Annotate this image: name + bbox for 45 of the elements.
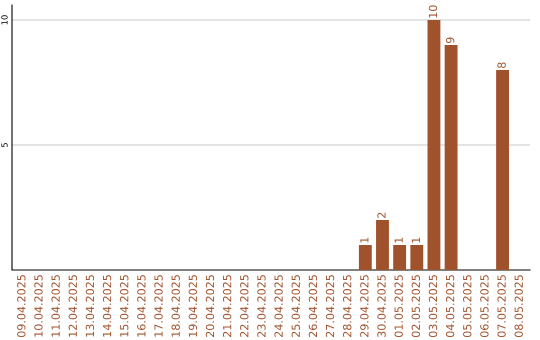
x-tick-label: 06.05.2025 — [480, 275, 489, 338]
x-tick-label: 20.04.2025 — [206, 275, 214, 337]
bar — [444, 45, 458, 270]
data-label: 1 — [394, 238, 403, 243]
x-tick-label: 08.05.2025 — [514, 275, 523, 338]
x-tick-label: 13.04.2025 — [86, 275, 94, 337]
bar — [393, 245, 406, 270]
x-tick-label: 30.04.2025 — [377, 275, 386, 337]
data-label: 8 — [497, 62, 506, 68]
bar — [410, 245, 424, 270]
x-tick-label: 01.05.2025 — [394, 275, 403, 338]
x-tick-label: 15.04.2025 — [120, 275, 128, 337]
bar — [376, 220, 389, 270]
x-tick-label: 26.04.2025 — [308, 275, 318, 337]
x-tick-label: 11.04.2025 — [51, 275, 60, 337]
x-tick-label: 24.04.2025 — [274, 275, 283, 337]
bar — [496, 70, 509, 270]
data-label: 1 — [360, 238, 368, 243]
data-label: 10 — [428, 5, 438, 18]
x-tick-label: 25.04.2025 — [292, 275, 300, 337]
x-tick-label: 19.04.2025 — [188, 275, 198, 337]
bar — [428, 20, 440, 270]
x-tick-label: 03.05.2025 — [428, 275, 438, 338]
y-tick-label: 5 — [1, 143, 8, 148]
data-label: 2 — [377, 212, 386, 218]
x-tick-label: 27.04.2025 — [326, 275, 334, 337]
data-label: 1 — [412, 238, 420, 243]
x-tick-label: 18.04.2025 — [171, 275, 180, 337]
x-tick-label: 21.04.2025 — [222, 275, 232, 337]
x-tick-label: 14.04.2025 — [102, 275, 112, 337]
x-tick-label: 10.04.2025 — [34, 275, 43, 337]
x-tick-label: 05.05.2025 — [463, 275, 472, 338]
x-tick-label: 28.04.2025 — [343, 275, 352, 337]
x-tick-label: 07.05.2025 — [497, 275, 506, 338]
x-tick-label: 17.04.2025 — [154, 275, 163, 337]
x-tick-label: 12.04.2025 — [68, 275, 77, 337]
x-tick-label: 29.04.2025 — [360, 275, 369, 337]
x-tick-label: 22.04.2025 — [240, 275, 248, 337]
bar — [358, 245, 372, 270]
x-tick-label: 02.05.2025 — [412, 275, 420, 338]
x-tick-label: 23.04.2025 — [257, 275, 266, 337]
x-tick-label: 09.04.2025 — [17, 275, 26, 338]
x-tick-label: 16.04.2025 — [137, 275, 146, 337]
x-tick-label: 04.05.2025 — [446, 275, 454, 338]
data-label: 9 — [446, 37, 454, 44]
